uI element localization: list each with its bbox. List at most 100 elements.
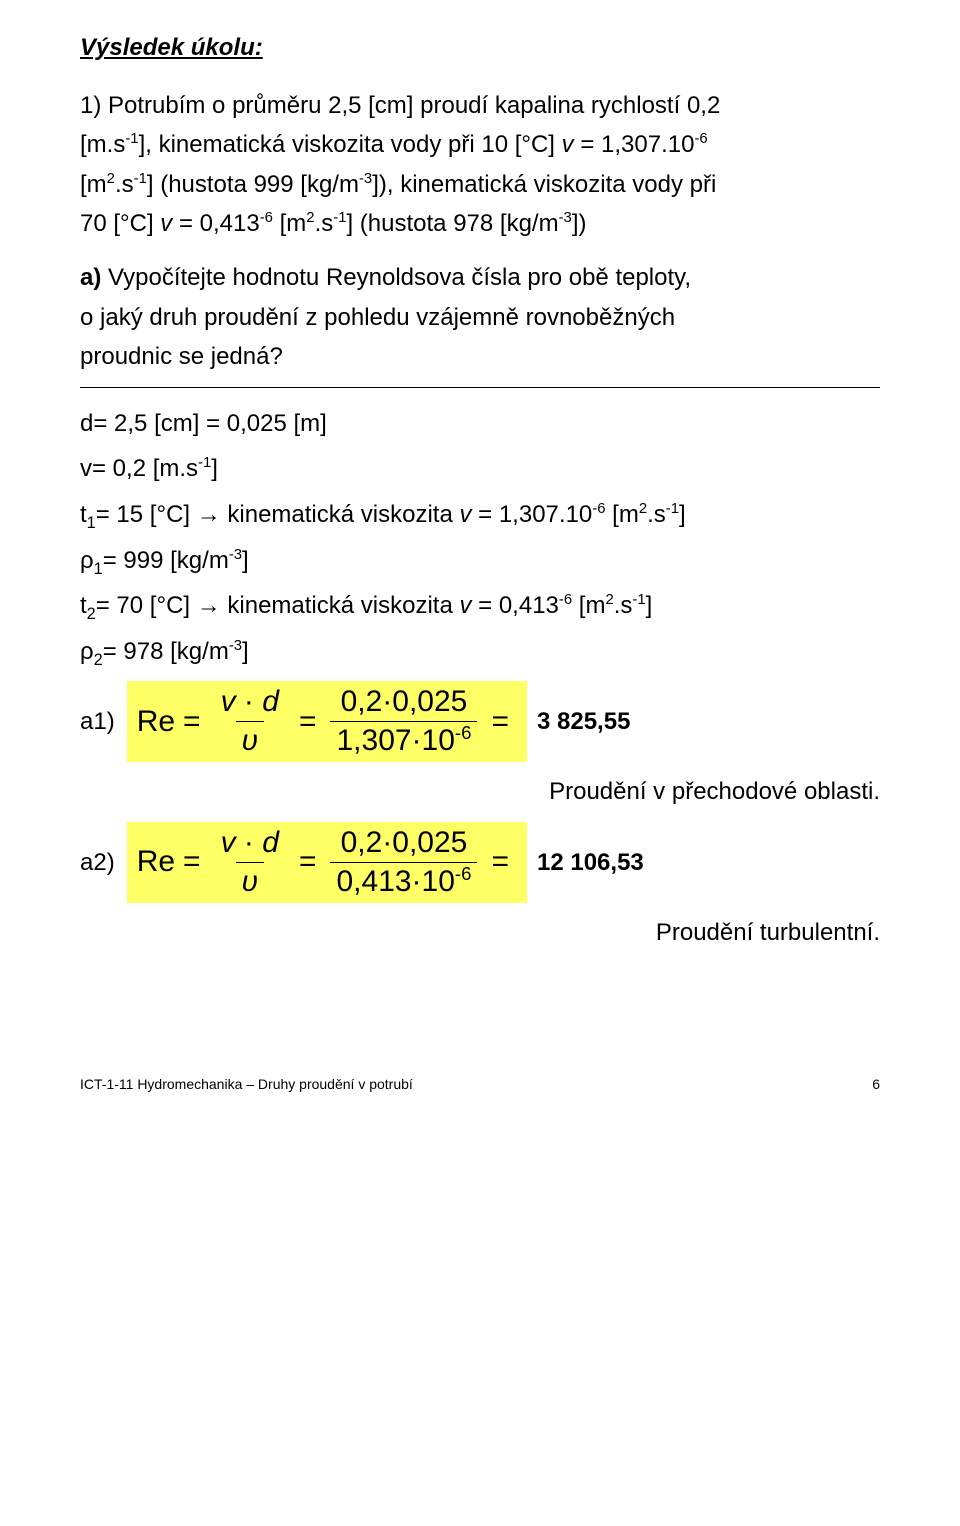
page-footer: ICT-1-11 Hydromechanika – Druhy proudění… (80, 1073, 880, 1126)
sub: 2 (87, 605, 96, 623)
fraction-symbolic: v · d υ (215, 828, 285, 897)
text: = 15 [°C] → kinematická viskozita (96, 501, 460, 528)
conclusion-a2: Proudění turbulentní. (80, 913, 880, 953)
equation-a1: a1) Re = v · d υ = 0,2·0,025 1,307·10-6 … (80, 681, 880, 762)
section-heading: Výsledek úkolu: (80, 28, 880, 68)
var-v: v (221, 826, 236, 859)
text: = 999 [kg/m (103, 547, 229, 574)
text: ] (242, 547, 249, 574)
text: .s (614, 592, 633, 619)
sup: -1 (198, 455, 211, 471)
re-symbol: Re (137, 707, 175, 737)
sup: -3 (229, 547, 242, 563)
text: 1,307·10 (336, 724, 454, 757)
label-a1: a1) (80, 702, 115, 742)
text: ], kinematická viskozita vody při 10 [°C… (139, 131, 562, 158)
sup: -3 (229, 638, 242, 654)
dot: · (244, 685, 254, 718)
text: .s (115, 171, 134, 198)
denominator: 0,413·10-6 (330, 862, 477, 897)
text: ] (646, 592, 653, 619)
sup: -6 (455, 722, 472, 743)
text: Vypočítejte hodnotu Reynoldsova čísla pr… (101, 264, 691, 291)
sup: -1 (134, 171, 147, 187)
text: t (80, 501, 87, 528)
text: ] (242, 638, 249, 665)
sup: 2 (605, 592, 613, 608)
text: = 978 [kg/m (103, 638, 229, 665)
equals: = (491, 847, 509, 877)
var-v: v (221, 685, 236, 718)
var-v: v (562, 131, 574, 158)
text: 70 [°C] (80, 210, 160, 237)
text: ] (211, 455, 218, 482)
formula-box-a2: Re = v · d υ = 0,2·0,025 0,413·10-6 = (127, 822, 527, 903)
text: ρ (80, 547, 94, 574)
problem-statement: 1) Potrubím o průměru 2,5 [cm] proudí ka… (80, 86, 880, 244)
text: 1) Potrubím o průměru 2,5 [cm] proudí ka… (80, 92, 720, 119)
fraction-numeric: 0,2·0,025 1,307·10-6 (330, 687, 477, 756)
var-d: d (262, 685, 279, 718)
text: [m (572, 592, 605, 619)
given-t1: t1= 15 [°C] → kinematická viskozita v = … (80, 495, 880, 535)
sup: -1 (632, 592, 645, 608)
numerator: v · d (215, 687, 285, 721)
text: [m (606, 501, 639, 528)
divider (80, 387, 880, 388)
question-a: a) Vypočítejte hodnotu Reynoldsova čísla… (80, 258, 880, 377)
var-d: d (262, 826, 279, 859)
denominator: 1,307·10-6 (330, 721, 477, 756)
var-v: v (459, 592, 471, 619)
sup: -1 (333, 210, 346, 226)
denominator: υ (236, 862, 265, 897)
numerator: 0,2·0,025 (335, 687, 474, 721)
sub: 1 (87, 514, 96, 532)
dot: · (244, 826, 254, 859)
text: v= 0,2 [m.s (80, 455, 198, 482)
re-symbol: Re (137, 847, 175, 877)
given-d: d= 2,5 [cm] = 0,025 [m] (80, 404, 880, 444)
equals: = (183, 847, 201, 877)
var-v: v (459, 501, 471, 528)
sup: -6 (694, 131, 707, 147)
result-a1: 3 825,55 (537, 702, 630, 742)
equals: = (491, 707, 509, 737)
sup: -6 (260, 210, 273, 226)
text: o jaký druh proudění z pohledu vzájemně … (80, 304, 675, 331)
given-rho1: ρ1= 999 [kg/m-3] (80, 541, 880, 581)
text: 0,413·10 (336, 865, 454, 898)
result-a2: 12 106,53 (537, 843, 644, 883)
text: = 0,413 (172, 210, 259, 237)
text: .s (647, 501, 666, 528)
equals: = (183, 707, 201, 737)
text: ]), kinematická viskozita vody při (372, 171, 716, 198)
text: [m.s (80, 131, 125, 158)
label-a2: a2) (80, 843, 115, 883)
formula-box-a1: Re = v · d υ = 0,2·0,025 1,307·10-6 = (127, 681, 527, 762)
footer-page-number: 6 (872, 1073, 880, 1096)
conclusion-a1: Proudění v přechodové oblasti. (80, 772, 880, 812)
sub: 1 (94, 559, 103, 577)
label-a: a) (80, 264, 101, 291)
var-v: v (160, 210, 172, 237)
text: ] (hustota 978 [kg/m (346, 210, 558, 237)
text: ] (hustota 999 [kg/m (147, 171, 359, 198)
text: ]) (572, 210, 587, 237)
footer-left: ICT-1-11 Hydromechanika – Druhy proudění… (80, 1073, 413, 1096)
text: ] (679, 501, 686, 528)
given-t2: t2= 70 [°C] → kinematická viskozita v = … (80, 586, 880, 626)
given-v: v= 0,2 [m.s-1] (80, 449, 880, 489)
sup: 2 (107, 171, 115, 187)
text: [m (273, 210, 306, 237)
sup: -1 (666, 501, 679, 517)
text: proudnic se jedná? (80, 343, 283, 370)
text: ρ (80, 638, 94, 665)
sup: -6 (455, 863, 472, 884)
sup: 2 (306, 210, 314, 226)
equals: = (299, 847, 317, 877)
text: = 70 [°C] → kinematická viskozita (96, 592, 460, 619)
text: = 1,307.10 (471, 501, 592, 528)
text: .s (315, 210, 334, 237)
fraction-symbolic: v · d υ (215, 687, 285, 756)
text: [m (80, 171, 107, 198)
